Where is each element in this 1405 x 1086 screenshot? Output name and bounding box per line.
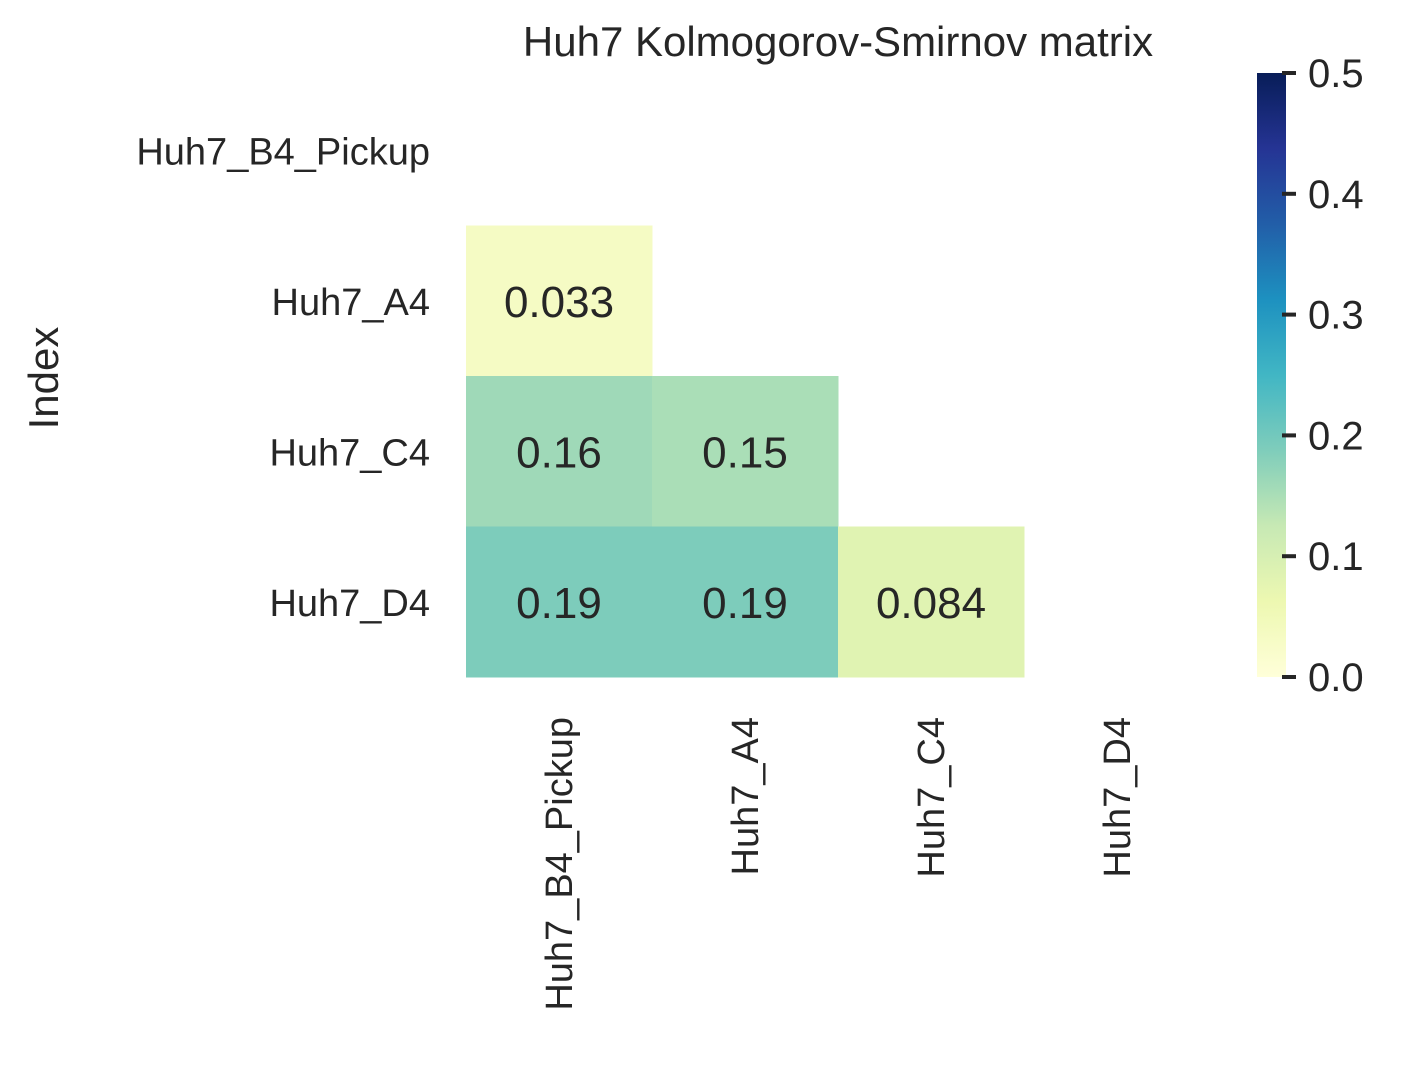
colorbar-tick-label-3: 0.3 bbox=[1308, 294, 1364, 338]
row-tick-label-huh7-a4: Huh7_A4 bbox=[272, 282, 430, 324]
cell-value-label-huh7-d4-huh7-b4-pickup: 0.19 bbox=[516, 579, 602, 628]
cell-value-label-huh7-c4-huh7-a4: 0.15 bbox=[702, 428, 788, 477]
cell-value-label-huh7-c4-huh7-b4-pickup: 0.16 bbox=[516, 428, 602, 477]
heatmap-cell-huh7-d4-huh7-b4-pickup bbox=[466, 526, 653, 678]
heatmap-cell-huh7-c4-huh7-a4 bbox=[652, 376, 839, 527]
column-tick-label-huh7-d4: Huh7_D4 bbox=[1097, 717, 1139, 878]
y-axis-label: Index bbox=[20, 327, 67, 430]
heatmap-cell-huh7-c4-huh7-b4-pickup bbox=[466, 376, 653, 527]
colorbar-tick-label-0: 0.0 bbox=[1308, 656, 1364, 700]
colorbar-tick-label-2: 0.2 bbox=[1308, 414, 1364, 458]
chart-title: Huh7 Kolmogorov-Smirnov matrix bbox=[523, 18, 1153, 65]
colorbar-gradient bbox=[1257, 73, 1286, 677]
colorbar-ticks: 0.0 0.1 0.2 0.3 0.4 0.5 bbox=[1282, 52, 1364, 700]
column-tick-label-huh7-c4: Huh7_C4 bbox=[911, 717, 953, 878]
cell-value-label-huh7-d4-huh7-a4: 0.19 bbox=[702, 579, 788, 628]
row-tick-label-huh7-c4: Huh7_C4 bbox=[269, 432, 430, 474]
heatmap-cells: 0.033 0.16 0.15 0.19 0.19 0.084 bbox=[466, 225, 1025, 678]
colorbar-tick-label-5: 0.5 bbox=[1308, 52, 1364, 96]
colorbar-tick-label-4: 0.4 bbox=[1308, 173, 1364, 217]
cell-value-label-huh7-d4-huh7-c4: 0.084 bbox=[876, 579, 986, 628]
heatmap-cell-huh7-a4-huh7-b4-pickup bbox=[466, 225, 653, 377]
column-tick-labels: Huh7_B4_Pickup Huh7_A4 Huh7_C4 Huh7_D4 bbox=[539, 717, 1139, 1011]
heatmap-cell-huh7-d4-huh7-a4 bbox=[652, 526, 839, 678]
heatmap-cell-huh7-d4-huh7-c4 bbox=[838, 526, 1025, 678]
colorbar-tick-label-1: 0.1 bbox=[1308, 535, 1364, 579]
row-tick-label-huh7-d4: Huh7_D4 bbox=[269, 583, 430, 625]
row-tick-labels: Huh7_B4_Pickup Huh7_A4 Huh7_C4 Huh7_D4 bbox=[136, 131, 430, 625]
column-tick-label-huh7-a4: Huh7_A4 bbox=[725, 717, 767, 875]
column-tick-label-huh7-b4-pickup: Huh7_B4_Pickup bbox=[539, 717, 581, 1011]
cell-value-label-huh7-a4-huh7-b4-pickup: 0.033 bbox=[504, 278, 614, 327]
colorbar: 0.0 0.1 0.2 0.3 0.4 0.5 bbox=[1257, 52, 1364, 700]
row-tick-label-huh7-b4-pickup: Huh7_B4_Pickup bbox=[136, 131, 430, 173]
